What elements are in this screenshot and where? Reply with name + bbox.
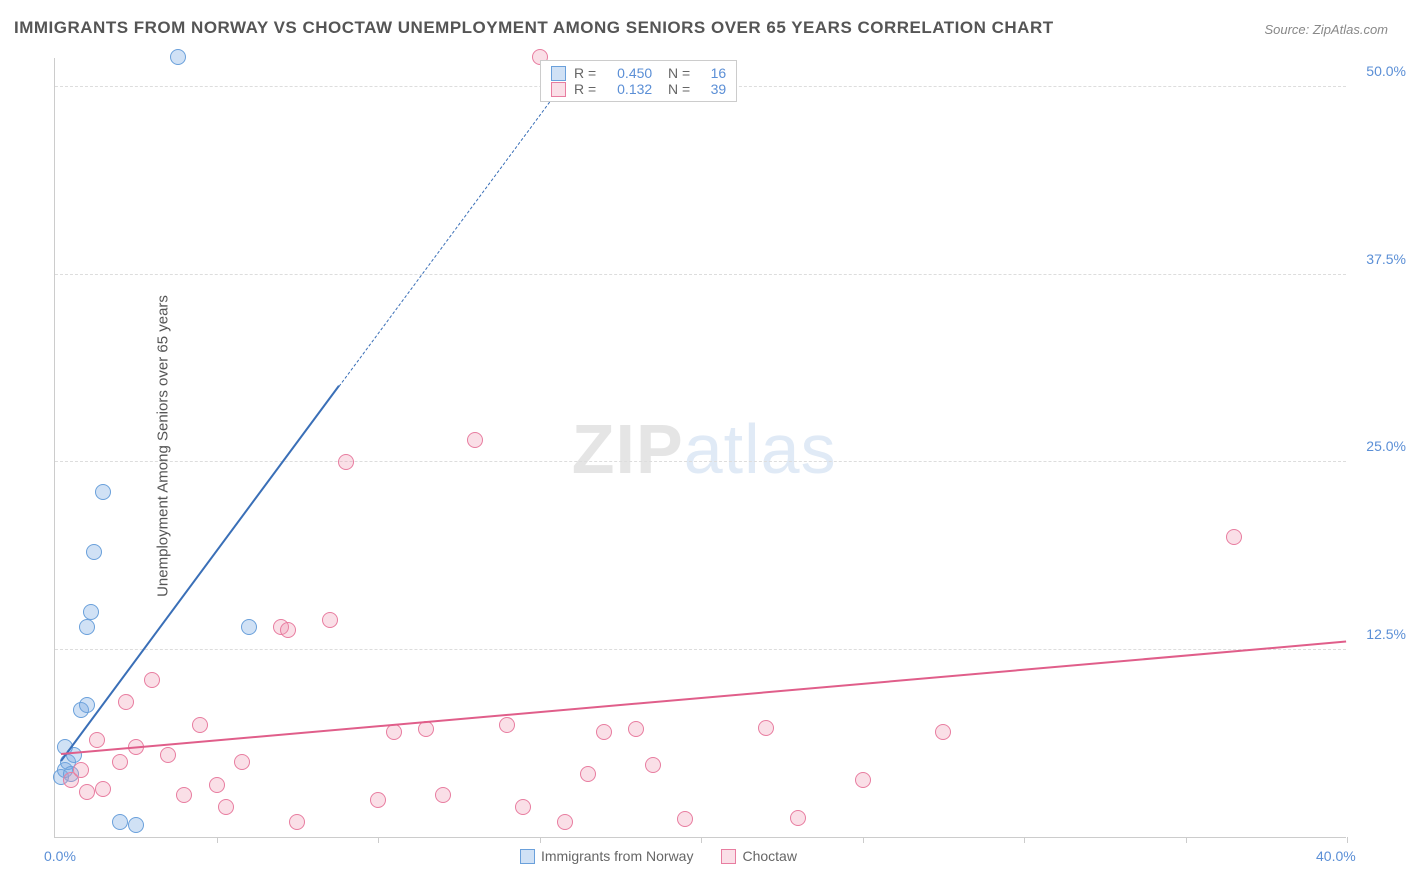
r-value: 0.132 xyxy=(604,81,652,97)
legend-label: Immigrants from Norway xyxy=(541,848,693,864)
legend-label: Choctaw xyxy=(742,848,796,864)
source-attribution: Source: ZipAtlas.com xyxy=(1264,22,1388,37)
y-tick-label: 50.0% xyxy=(1366,63,1406,79)
watermark: ZIPatlas xyxy=(572,409,837,489)
x-tick xyxy=(1347,837,1348,843)
r-label: R = xyxy=(574,65,596,81)
data-point xyxy=(289,814,305,830)
x-tick xyxy=(701,837,702,843)
chart-title: IMMIGRANTS FROM NORWAY VS CHOCTAW UNEMPL… xyxy=(14,18,1054,38)
data-point xyxy=(89,732,105,748)
data-point xyxy=(86,544,102,560)
data-point xyxy=(467,432,483,448)
x-tick xyxy=(378,837,379,843)
data-point xyxy=(280,622,296,638)
n-value: 39 xyxy=(698,81,726,97)
gridline xyxy=(55,274,1346,275)
data-point xyxy=(370,792,386,808)
gridline xyxy=(55,649,1346,650)
series-swatch xyxy=(551,82,566,97)
data-point xyxy=(218,799,234,815)
trend-line xyxy=(61,640,1347,754)
n-label: N = xyxy=(660,81,690,97)
x-tick xyxy=(217,837,218,843)
data-point xyxy=(128,817,144,833)
r-value: 0.450 xyxy=(604,65,652,81)
watermark-zip: ZIP xyxy=(572,410,684,488)
trend-line-extension xyxy=(339,94,556,387)
data-point xyxy=(79,619,95,635)
data-point xyxy=(192,717,208,733)
correlation-row: R = 0.450 N = 16 xyxy=(551,65,726,81)
data-point xyxy=(435,787,451,803)
data-point xyxy=(322,612,338,628)
data-point xyxy=(73,762,89,778)
data-point xyxy=(95,781,111,797)
data-point xyxy=(645,757,661,773)
data-point xyxy=(176,787,192,803)
data-point xyxy=(855,772,871,788)
data-point xyxy=(758,720,774,736)
data-point xyxy=(170,49,186,65)
y-tick-label: 37.5% xyxy=(1366,251,1406,267)
data-point xyxy=(628,721,644,737)
x-axis-max-label: 40.0% xyxy=(1316,848,1356,864)
x-tick xyxy=(540,837,541,843)
correlation-legend-box: R = 0.450 N = 16 R = 0.132 N = 39 xyxy=(540,60,737,102)
trend-line xyxy=(61,385,340,761)
x-tick xyxy=(1186,837,1187,843)
watermark-atlas: atlas xyxy=(684,410,837,488)
data-point xyxy=(112,754,128,770)
data-point xyxy=(144,672,160,688)
legend-item: Choctaw xyxy=(721,848,796,864)
data-point xyxy=(790,810,806,826)
data-point xyxy=(160,747,176,763)
correlation-row: R = 0.132 N = 39 xyxy=(551,81,726,97)
data-point xyxy=(112,814,128,830)
x-axis-min-label: 0.0% xyxy=(44,848,76,864)
data-point xyxy=(95,484,111,500)
data-point xyxy=(234,754,250,770)
series-swatch xyxy=(551,66,566,81)
data-point xyxy=(79,784,95,800)
series-swatch xyxy=(721,849,736,864)
data-point xyxy=(241,619,257,635)
data-point xyxy=(515,799,531,815)
data-point xyxy=(1226,529,1242,545)
data-point xyxy=(596,724,612,740)
x-tick xyxy=(1024,837,1025,843)
data-point xyxy=(499,717,515,733)
scatter-plot-area: ZIPatlas 12.5%25.0%37.5%50.0% xyxy=(54,58,1346,838)
data-point xyxy=(580,766,596,782)
y-tick-label: 25.0% xyxy=(1366,438,1406,454)
data-point xyxy=(338,454,354,470)
data-point xyxy=(118,694,134,710)
data-point xyxy=(935,724,951,740)
y-tick-label: 12.5% xyxy=(1366,626,1406,642)
n-label: N = xyxy=(660,65,690,81)
data-point xyxy=(386,724,402,740)
series-swatch xyxy=(520,849,535,864)
data-point xyxy=(209,777,225,793)
n-value: 16 xyxy=(698,65,726,81)
r-label: R = xyxy=(574,81,596,97)
data-point xyxy=(79,697,95,713)
data-point xyxy=(557,814,573,830)
data-point xyxy=(83,604,99,620)
legend-item: Immigrants from Norway xyxy=(520,848,693,864)
series-legend: Immigrants from Norway Choctaw xyxy=(520,848,797,864)
x-tick xyxy=(863,837,864,843)
data-point xyxy=(677,811,693,827)
gridline xyxy=(55,461,1346,462)
